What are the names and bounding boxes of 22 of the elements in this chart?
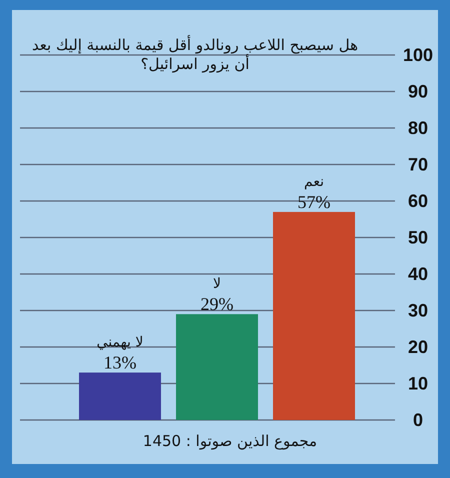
y-tick-label: 0 — [412, 410, 424, 430]
x-tick-label: لا — [213, 276, 221, 292]
x-tick-label: لا يهمني — [96, 334, 144, 351]
bar — [273, 212, 355, 420]
y-tick-label: 20 — [408, 337, 428, 357]
x-tick-label: نعم — [304, 174, 324, 190]
data-label: 29% — [200, 294, 234, 314]
bar — [79, 372, 161, 420]
y-tick-label: 30 — [408, 300, 428, 320]
y-tick-label: 70 — [408, 154, 428, 174]
y-tick-label: 100 — [402, 45, 434, 65]
bar — [176, 314, 258, 420]
y-tick-label: 10 — [408, 374, 428, 394]
chart-title: هل سيصبح اللاعب رونالدو أقل قيمة بالنسبة إليك بعد أن يزور اسرائيل؟ — [30, 36, 360, 74]
data-label: 57% — [298, 192, 330, 212]
y-tick-label: 90 — [408, 82, 428, 102]
data-label: 13% — [104, 352, 136, 373]
text: مجموع الذين صوتوا : 1450 — [142, 432, 318, 450]
y-tick-label: 80 — [408, 118, 428, 138]
y-tick-label: 60 — [408, 191, 428, 211]
y-tick-label: 50 — [408, 228, 428, 248]
y-tick-label: 40 — [408, 264, 428, 284]
